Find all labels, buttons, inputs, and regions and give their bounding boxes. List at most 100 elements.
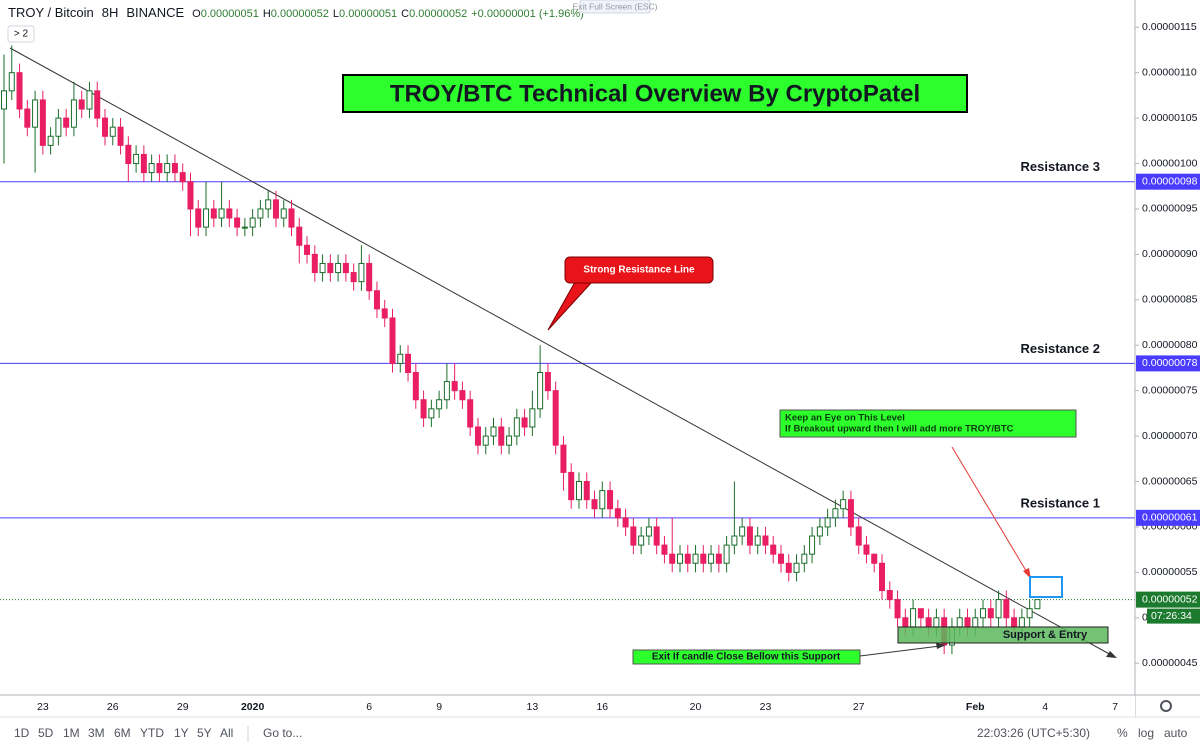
- candle-body: [964, 617, 971, 628]
- candle-body: [746, 526, 753, 546]
- range-button[interactable]: 6M: [114, 726, 131, 740]
- support-label: Support & Entry: [1003, 629, 1088, 641]
- candle-body: [917, 608, 924, 619]
- resistance-badge-label: 0.00000078: [1142, 357, 1198, 369]
- time-axis-bg: [0, 695, 1135, 717]
- range-button[interactable]: 1D: [14, 726, 30, 740]
- x-tick-label: 7: [1112, 701, 1118, 713]
- trend-arrowhead: [1106, 651, 1117, 658]
- candle-body: [203, 208, 210, 228]
- candle-body: [335, 262, 342, 274]
- candle-body: [94, 90, 101, 119]
- candle-body: [770, 544, 777, 555]
- scale-option[interactable]: %: [1117, 726, 1128, 740]
- candle-body: [809, 535, 816, 555]
- candle-body: [1011, 617, 1018, 628]
- low-value: 0.00000051: [339, 8, 397, 20]
- last-price-label: 0.00000052: [1142, 593, 1198, 605]
- x-tick-label: 2020: [241, 701, 265, 713]
- candle-body: [490, 426, 497, 437]
- candle-body: [234, 217, 241, 228]
- candle-body: [669, 553, 676, 564]
- candle-body: [708, 553, 715, 564]
- y-tick-label: 0.00000100: [1142, 157, 1198, 169]
- candle-body: [855, 526, 862, 546]
- resistance-badge-label: 0.00000061: [1142, 512, 1198, 524]
- candle-body: [436, 399, 443, 410]
- candle-body: [568, 471, 575, 501]
- candle-body: [280, 208, 287, 219]
- resistance-badge: [1136, 173, 1200, 190]
- fullscreen-hint-box: [579, 0, 651, 14]
- high-value: 0.00000052: [271, 8, 329, 20]
- open-label: O: [192, 8, 201, 20]
- indicator-toggle-box[interactable]: [7, 25, 35, 43]
- candle-body: [1018, 617, 1025, 628]
- resistance-label: Resistance 3: [1021, 159, 1101, 174]
- candle-body: [498, 426, 505, 446]
- range-button[interactable]: 1M: [63, 726, 80, 740]
- settings-icon[interactable]: [1160, 700, 1172, 712]
- candle-body: [451, 381, 458, 392]
- range-button[interactable]: YTD: [140, 726, 164, 740]
- scale-option[interactable]: log: [1138, 726, 1154, 740]
- scale-option[interactable]: auto: [1164, 726, 1188, 740]
- candle-body: [171, 163, 178, 174]
- candle-body: [459, 390, 466, 401]
- candle-body: [824, 517, 831, 528]
- candle-body: [373, 290, 380, 310]
- candle-body: [187, 181, 194, 210]
- chart-title: TROY/BTC Technical Overview By CryptoPat…: [390, 80, 920, 107]
- y-tick-label: 0.00000045: [1142, 657, 1198, 669]
- y-tick-label: 0.00000085: [1142, 294, 1198, 306]
- y-tick-label: 0.00000090: [1142, 248, 1198, 260]
- candle-body: [832, 508, 839, 519]
- candle-body: [397, 353, 404, 364]
- candle-body: [389, 317, 396, 364]
- note-box: [779, 409, 1077, 438]
- candle-body: [412, 371, 419, 401]
- candle-body: [265, 199, 272, 210]
- range-button[interactable]: 1Y: [174, 726, 189, 740]
- candle-body: [863, 544, 870, 555]
- trend-line: [9, 47, 1114, 657]
- candle-body: [972, 617, 979, 628]
- candle-body: [47, 135, 54, 146]
- candle-body: [241, 226, 248, 229]
- range-button[interactable]: 3M: [88, 726, 105, 740]
- candle-body: [754, 535, 761, 546]
- candle-body: [272, 199, 279, 219]
- callout-box: [564, 256, 714, 284]
- candle-body: [684, 553, 691, 564]
- candle-body: [506, 435, 513, 446]
- price-badges: 0.00000098 0.00000078 0.00000061 0.00000052…: [1136, 173, 1200, 624]
- candle-body: [560, 444, 567, 473]
- candle-body: [676, 553, 683, 564]
- candle-body: [164, 163, 171, 174]
- candle-body: [910, 608, 917, 628]
- candle-body: [70, 99, 77, 128]
- candle-body: [700, 553, 707, 564]
- chart-header: TROY / Bitcoin 8H BINANCE O0.00000051 H0.000…: [8, 5, 584, 20]
- price-axis: 0.000000450.000000500.000000550.00000060…: [1135, 21, 1198, 669]
- range-button[interactable]: 5D: [38, 726, 54, 740]
- candle-body: [614, 508, 621, 519]
- goto-button[interactable]: Go to...: [263, 726, 302, 740]
- y-tick-label: 0.00000070: [1142, 430, 1198, 442]
- candle-body: [304, 244, 311, 255]
- x-tick-label: 23: [37, 701, 49, 713]
- candle-body: [86, 90, 93, 110]
- candle-body: [583, 481, 590, 501]
- candle-body: [102, 117, 109, 137]
- indicator-toggle[interactable]: > 2: [14, 29, 29, 40]
- candle-body: [762, 535, 769, 546]
- candle-body: [179, 172, 186, 183]
- fullscreen-hint: Exit Full Screen (ESC): [572, 1, 657, 11]
- candle-body: [226, 208, 233, 219]
- open-value: 0.00000051: [201, 8, 259, 20]
- toolbar-bg: [0, 717, 1200, 750]
- range-button[interactable]: 5Y: [197, 726, 212, 740]
- candle-body: [358, 262, 365, 283]
- y-tick-label: 0.00000075: [1142, 384, 1198, 396]
- range-button[interactable]: All: [220, 726, 233, 740]
